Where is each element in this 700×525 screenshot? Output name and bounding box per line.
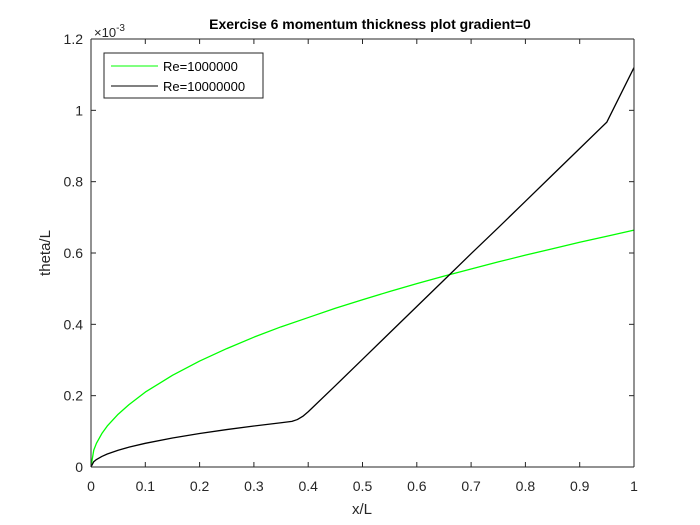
series-line-2	[90, 67, 635, 468]
y-tick-label: 1.2	[64, 31, 84, 47]
x-tick-label: 0.1	[136, 478, 156, 494]
x-axis-label: x/L	[352, 501, 372, 518]
x-tick-label: 0.7	[461, 478, 481, 494]
x-tick-label: 0	[87, 478, 95, 494]
y-axis-exponent-base: ×10	[94, 25, 116, 40]
y-tick-label: 0.4	[64, 316, 84, 332]
x-tick-label: 1	[630, 478, 638, 494]
plot-lines	[90, 67, 635, 468]
legend-label-series-1: Re=1000000	[163, 59, 238, 74]
y-tick-label: 0	[75, 459, 83, 475]
y-axis-exponent: ×10-3	[94, 23, 125, 40]
y-axis-ticks: 0 0.2 0.4 0.6 0.8 1 1.2	[64, 31, 634, 475]
y-tick-label: 0.2	[64, 388, 84, 404]
chart-title: Exercise 6 momentum thickness plot gradi…	[209, 16, 531, 32]
x-tick-label: 0.8	[516, 478, 536, 494]
x-tick-label: 0.6	[407, 478, 427, 494]
y-tick-label: 0.6	[64, 245, 84, 261]
x-tick-label: 0.5	[353, 478, 373, 494]
x-axis-ticks: 0 0.1 0.2 0.3 0.4 0.5 0.6 0.7 0.8 0.9 1	[87, 39, 638, 494]
y-tick-label: 0.8	[64, 174, 84, 190]
y-axis-label: theta/L	[37, 230, 54, 276]
y-axis-exponent-power: -3	[116, 23, 125, 34]
x-tick-label: 0.4	[298, 478, 318, 494]
series-line-1	[90, 229, 635, 468]
legend: Re=1000000 Re=10000000	[103, 52, 264, 99]
legend-label-series-2: Re=10000000	[163, 79, 245, 94]
x-tick-label: 0.9	[570, 478, 590, 494]
y-tick-label: 1	[75, 102, 83, 118]
legend-box	[103, 52, 264, 99]
x-tick-label: 0.3	[244, 478, 264, 494]
x-tick-label: 0.2	[190, 478, 210, 494]
plot-area	[91, 39, 634, 467]
